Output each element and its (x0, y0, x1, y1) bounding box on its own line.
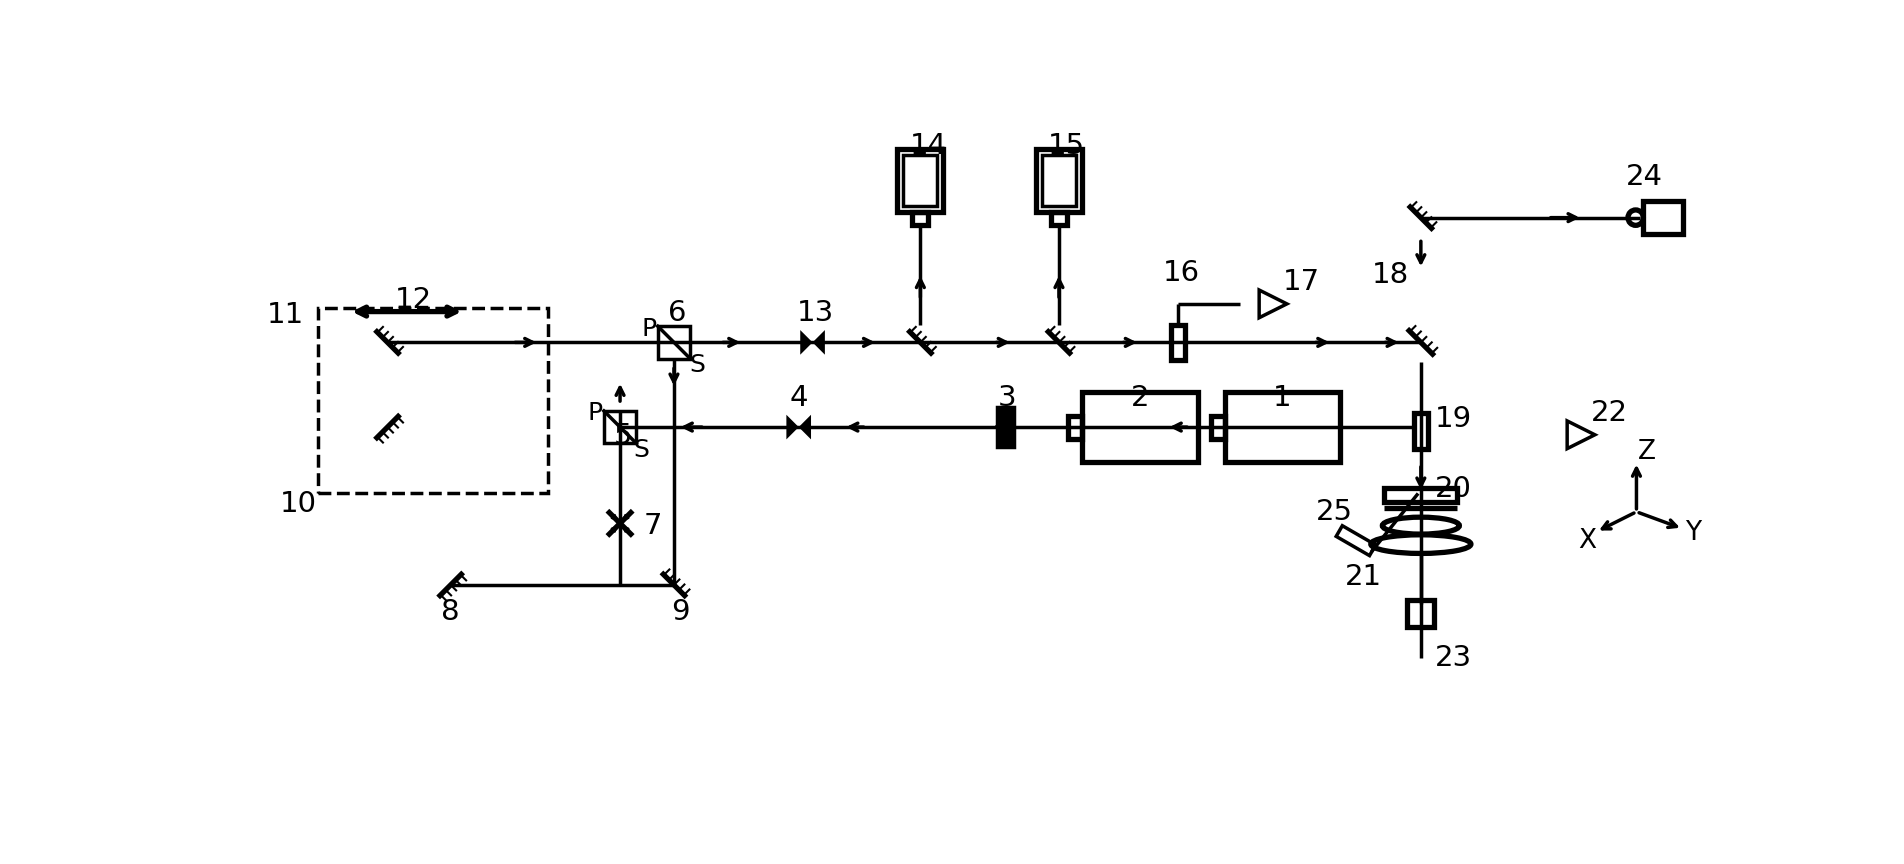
Bar (912, 213, 929, 225)
Bar (1211, 416, 1224, 439)
Text: 1: 1 (1274, 384, 1291, 412)
Bar (1407, 600, 1434, 627)
Text: 2: 2 (1131, 384, 1148, 412)
Text: 5: 5 (613, 422, 632, 450)
Text: 9: 9 (670, 598, 689, 626)
Text: 12: 12 (396, 286, 432, 314)
Text: 8: 8 (442, 598, 461, 626)
Text: 15: 15 (1047, 132, 1085, 160)
Text: 24: 24 (1626, 162, 1662, 191)
Text: 3: 3 (998, 384, 1017, 412)
Text: 14: 14 (910, 132, 946, 160)
Bar (1171, 325, 1184, 360)
Text: 21: 21 (1344, 563, 1382, 591)
Text: 13: 13 (798, 299, 834, 327)
Text: 4: 4 (790, 384, 807, 412)
Bar (897, 149, 944, 213)
Bar (657, 327, 689, 359)
Text: 7: 7 (644, 511, 663, 540)
Text: 17: 17 (1283, 269, 1319, 296)
Text: X: X (1578, 528, 1596, 554)
Text: 23: 23 (1434, 644, 1472, 672)
Text: 18: 18 (1371, 261, 1409, 289)
Bar (1643, 201, 1683, 234)
Bar (1051, 213, 1066, 225)
Text: S: S (689, 353, 704, 378)
Bar (604, 411, 636, 443)
Text: S: S (634, 438, 649, 462)
Text: Y: Y (1685, 520, 1702, 546)
Bar (1036, 149, 1081, 213)
Bar (1081, 392, 1198, 461)
Text: 25: 25 (1316, 498, 1354, 526)
Bar (902, 156, 937, 206)
Text: P: P (588, 401, 604, 425)
Text: 6: 6 (668, 299, 685, 327)
Text: P: P (642, 316, 657, 340)
Text: Z: Z (1637, 439, 1656, 465)
Bar (1041, 156, 1076, 206)
Bar (1068, 416, 1081, 439)
Polygon shape (813, 330, 824, 355)
Text: 22: 22 (1592, 399, 1628, 427)
Polygon shape (800, 330, 813, 355)
Polygon shape (798, 415, 811, 440)
Bar (318, 308, 548, 492)
Text: 20: 20 (1436, 474, 1472, 503)
Bar (1384, 488, 1457, 502)
Polygon shape (786, 415, 798, 440)
Text: 16: 16 (1163, 259, 1200, 287)
Bar (1415, 413, 1428, 448)
Text: 11: 11 (267, 302, 305, 329)
Bar (1224, 392, 1340, 461)
Text: 19: 19 (1434, 405, 1472, 434)
Text: 10: 10 (280, 490, 316, 518)
Bar (996, 407, 1013, 447)
